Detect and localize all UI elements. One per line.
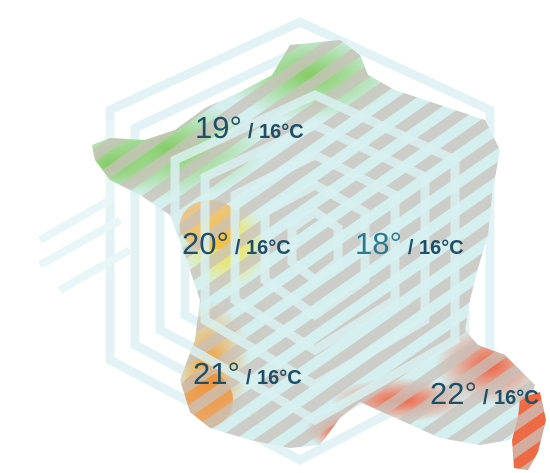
temperature-reading: 20°: [182, 226, 229, 261]
temperature-reading: 19°: [195, 110, 242, 145]
region-label-center-east: 18°/ 16°C: [355, 226, 464, 262]
region-label-south-west: 21°/ 16°C: [193, 356, 302, 392]
temperature-reading: 18°: [355, 226, 402, 261]
setpoint-reading: / 16°C: [234, 237, 291, 259]
setpoint-reading: / 16°C: [245, 367, 302, 389]
region-label-south-east: 22°/ 16°C: [430, 376, 539, 412]
setpoint-reading: / 16°C: [482, 387, 539, 409]
corsica-island: [512, 392, 546, 470]
setpoint-reading: / 16°C: [247, 121, 304, 143]
temperature-reading: 22°: [430, 376, 477, 411]
temperature-reading: 21°: [193, 356, 240, 391]
region-label-west: 20°/ 16°C: [182, 226, 291, 262]
setpoint-reading: / 16°C: [407, 237, 464, 259]
region-label-north-west: 19°/ 16°C: [195, 110, 304, 146]
